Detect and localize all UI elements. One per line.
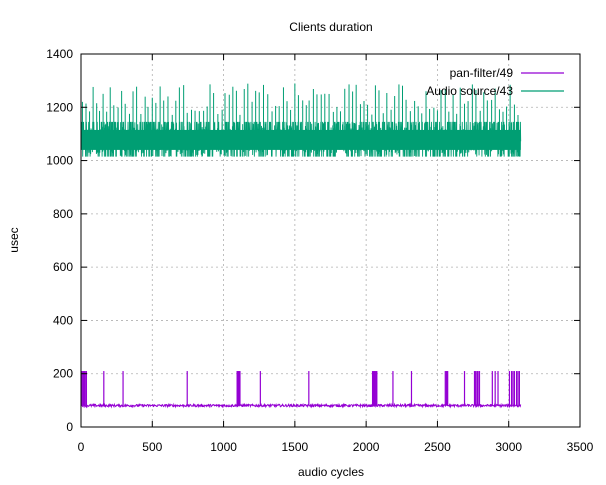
grid bbox=[81, 54, 580, 427]
x-tick-label: 0 bbox=[78, 440, 85, 454]
series-audio-source-core bbox=[81, 129, 521, 150]
legend-label: pan-filter/49 bbox=[450, 66, 514, 80]
y-tick-label: 1000 bbox=[46, 154, 73, 168]
series-pan-filter-line bbox=[80, 402, 522, 409]
plot-frame bbox=[80, 53, 581, 428]
x-tick-label: 2500 bbox=[424, 440, 451, 454]
y-tick-label: 200 bbox=[53, 367, 73, 381]
x-tick-label: 500 bbox=[142, 440, 162, 454]
x-tick-label: 3000 bbox=[495, 440, 522, 454]
series-layer bbox=[80, 83, 522, 409]
y-tick-label: 800 bbox=[53, 207, 73, 221]
chart-title: Clients duration bbox=[289, 20, 372, 34]
legend: pan-filter/49 Audio source/43 bbox=[426, 66, 564, 98]
legend-label: Audio source/43 bbox=[426, 84, 513, 98]
x-tick-label: 2000 bbox=[353, 440, 380, 454]
ticks: 0 500 1000 1500 2000 2500 3000 3500 0 200 400 600 80… bbox=[46, 47, 593, 454]
y-tick-label: 1200 bbox=[46, 100, 73, 114]
x-axis-label: audio cycles bbox=[298, 465, 364, 479]
y-tick-label: 0 bbox=[66, 420, 73, 434]
x-tick-label: 3500 bbox=[567, 440, 594, 454]
x-tick-label: 1500 bbox=[282, 440, 309, 454]
y-tick-label: 400 bbox=[53, 313, 73, 327]
x-tick-label: 1000 bbox=[210, 440, 237, 454]
y-tick-label: 600 bbox=[53, 260, 73, 274]
y-axis-label: usec bbox=[7, 227, 21, 252]
y-tick-label: 1400 bbox=[46, 47, 73, 61]
